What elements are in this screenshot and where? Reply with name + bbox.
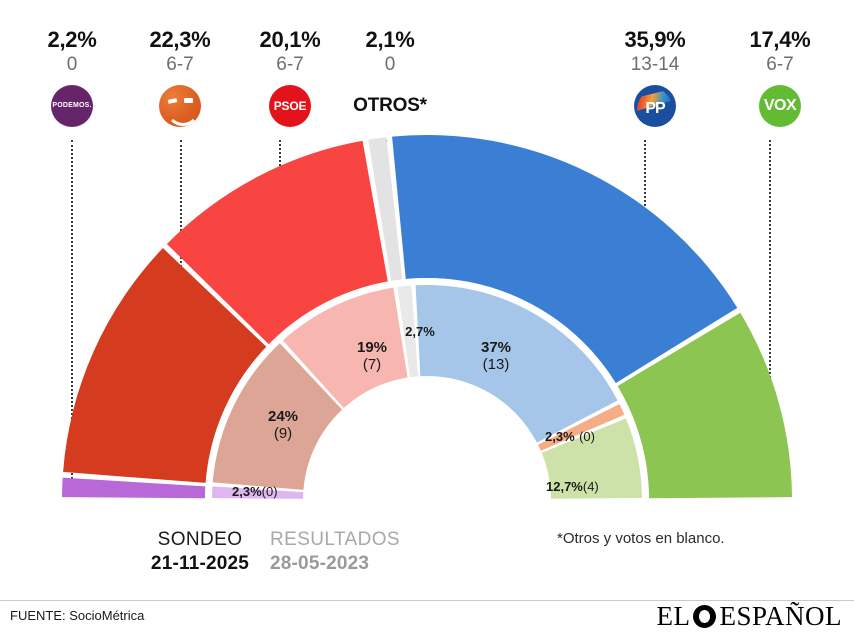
logo-wrap-sumar — [120, 84, 240, 128]
outer-sondeo-2025-slice-sumar-1[interactable] — [63, 248, 267, 483]
podemos-logo-icon: PODEMOS. — [51, 84, 93, 127]
outer-sondeo-2025-slice-podemos-0[interactable] — [62, 477, 206, 499]
inner-resultados-2023-slice-pp-4[interactable] — [415, 284, 618, 443]
pp-logo-icon: PP — [634, 84, 676, 127]
logo-wrap-psoe: PSOE — [230, 84, 350, 128]
smiley-mouth-icon — [166, 102, 200, 126]
logo-wrap-pp: PP — [595, 84, 715, 128]
outer-sondeo-2025-slice-otros*-3[interactable] — [368, 137, 403, 281]
outer-sondeo-2025-slice-pp-4[interactable] — [392, 134, 738, 384]
party-seats-podemos: 0 — [66, 54, 78, 76]
party-seats-otros: 0 — [384, 54, 396, 76]
inner-resultados-2023-slice-podemos-0[interactable] — [212, 486, 304, 499]
outer-sondeo-2025-slice-psoe-2[interactable] — [166, 140, 388, 345]
lion-head-icon — [693, 605, 717, 628]
party-pct-pp: 35,9% — [624, 27, 686, 52]
vox-logo-icon: VOX — [759, 84, 801, 127]
brand-el-espanol: EL ESPAÑOL — [656, 601, 842, 632]
party-header-otros: 2,1% 0 OTROS* — [330, 28, 450, 128]
party-header-sumar: 22,3% 6-7 — [120, 28, 240, 128]
legend-sondeo: SONDEO 21-11-2025 — [120, 528, 280, 576]
party-pct-psoe: 20,1% — [259, 27, 321, 52]
psoe-logo-text: PSOE — [273, 98, 307, 113]
inner-resultados-2023-slice-sumar-1[interactable] — [212, 343, 343, 490]
ring-separator — [205, 278, 649, 501]
vox-logo-text: VOX — [763, 96, 797, 114]
logo-wrap-podemos: PODEMOS. — [12, 84, 132, 128]
party-seats-pp: 13-14 — [630, 54, 680, 76]
footnote-otros: *Otros y votos en blanco. — [557, 530, 725, 547]
outer-sondeo-2025-slice-vox-5[interactable] — [617, 312, 792, 499]
party-pct-podemos: 2,2% — [47, 27, 97, 52]
smiley-right-eye-icon — [184, 97, 193, 103]
party-header-psoe: 20,1% 6-7 PSOE — [230, 28, 350, 128]
sumar-smiley-logo-icon — [159, 84, 201, 127]
footer-divider — [0, 600, 854, 601]
podemos-logo-text: PODEMOS. — [52, 102, 92, 110]
footer-source: FUENTE: SocioMétrica — [10, 608, 145, 623]
party-seats-vox: 6-7 — [766, 54, 794, 76]
party-seats-psoe: 6-7 — [276, 54, 304, 76]
inner-ring-resultados-2023 — [212, 284, 642, 499]
party-pct-otros: 2,1% — [365, 27, 415, 52]
legend-resultados-label: RESULTADOS — [270, 529, 400, 550]
brand-text-left: EL — [656, 601, 691, 631]
psoe-logo-icon: PSOE — [269, 84, 311, 127]
party-header-podemos: 2,2% 0 PODEMOS. — [12, 28, 132, 128]
party-seats-sumar: 6-7 — [166, 54, 194, 76]
legend-resultados: RESULTADOS 28-05-2023 — [270, 528, 450, 576]
inner-resultados-2023-slice-otros-3[interactable] — [397, 285, 419, 378]
leader-line-podemos — [71, 140, 73, 495]
donut-hole — [330, 451, 524, 500]
party-pct-vox: 17,4% — [749, 27, 811, 52]
leader-line-vox — [769, 140, 771, 430]
inner-resultados-2023-slice-otros-5[interactable] — [537, 404, 625, 451]
inner-resultados-2023-slice-psoe-2[interactable] — [282, 287, 408, 409]
party-pct-sumar: 22,3% — [149, 27, 211, 52]
party-header-pp: 35,9% 13-14 PP — [595, 28, 715, 128]
logo-wrap-otros: OTROS* — [330, 84, 450, 128]
otros-text-label: OTROS* — [353, 94, 427, 116]
legend-sondeo-date: 21-11-2025 — [150, 552, 250, 574]
legend-resultados-date: 28-05-2023 — [270, 552, 370, 574]
inner-resultados-2023-slice-vox-6[interactable] — [541, 418, 642, 499]
logo-wrap-vox: VOX — [720, 84, 840, 128]
legend-sondeo-label: SONDEO — [157, 529, 243, 550]
outer-ring-sondeo-2025 — [62, 134, 792, 499]
pp-logo-text: PP — [645, 100, 665, 118]
brand-text-right: ESPAÑOL — [719, 601, 842, 631]
semicircle-donut-chart — [62, 134, 792, 501]
party-header-vox: 17,4% 6-7 VOX — [720, 28, 840, 128]
